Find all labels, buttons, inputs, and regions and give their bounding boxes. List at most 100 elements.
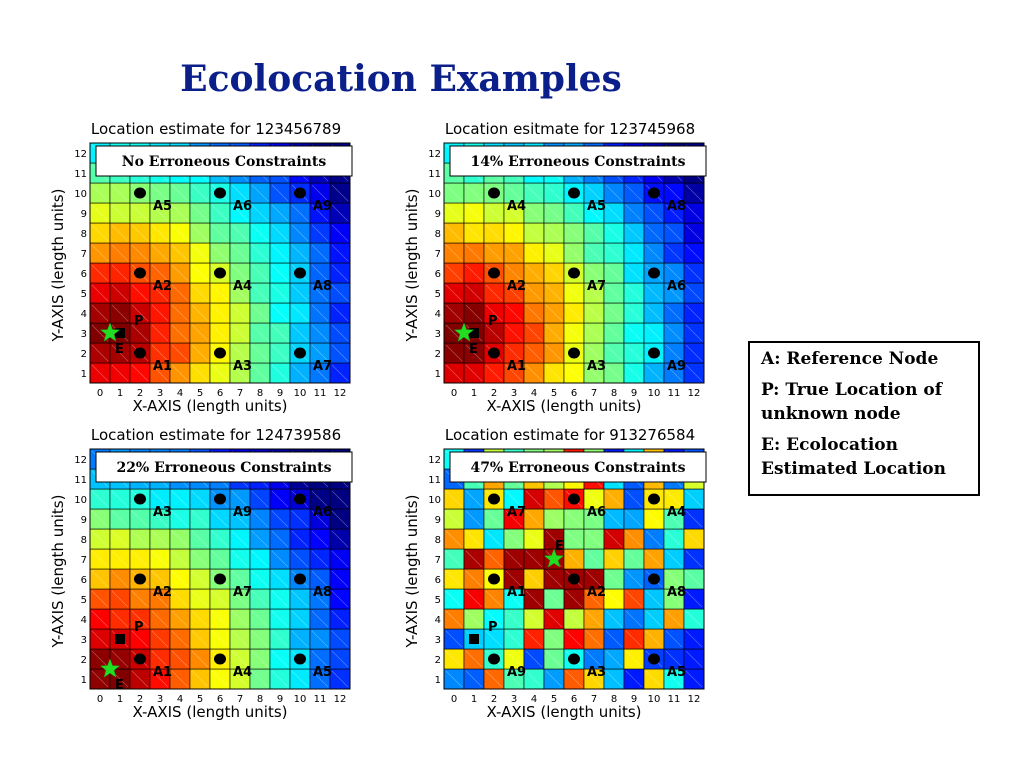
cell-hatch: [251, 630, 269, 648]
cell-hatch: [91, 204, 109, 222]
cell-hatch: [645, 530, 663, 548]
reference-node-label: A2: [153, 585, 172, 600]
true-location-label: P: [488, 620, 498, 635]
cell-hatch: [131, 244, 149, 262]
cell-hatch: [545, 224, 563, 242]
cell-hatch: [231, 570, 249, 588]
y-tick-label: 12: [428, 455, 441, 466]
cell-hatch: [485, 284, 503, 302]
cell-hatch: [131, 550, 149, 568]
cell-hatch: [625, 490, 643, 508]
y-tick-label: 3: [81, 329, 87, 340]
cell-hatch: [685, 364, 703, 382]
cell-hatch: [131, 224, 149, 242]
reference-node-label: A3: [233, 359, 252, 374]
reference-node-marker: [648, 653, 660, 665]
cell-hatch: [445, 490, 463, 508]
cell-hatch: [311, 184, 329, 202]
cell-hatch: [585, 244, 603, 262]
cell-hatch: [545, 650, 563, 668]
cell-hatch: [151, 324, 169, 342]
cell-hatch: [271, 490, 289, 508]
cell-hatch: [445, 590, 463, 608]
cell-hatch: [111, 244, 129, 262]
x-tick-label: 6: [217, 388, 223, 399]
cell-hatch: [485, 670, 503, 688]
cell-hatch: [331, 530, 349, 548]
x-tick-label: 2: [491, 694, 497, 705]
cell-hatch: [211, 284, 229, 302]
cell-hatch: [171, 204, 189, 222]
cell-hatch: [91, 304, 109, 322]
cell-hatch: [271, 610, 289, 628]
cell-hatch: [311, 304, 329, 322]
cell-hatch: [585, 304, 603, 322]
cell-hatch: [291, 610, 309, 628]
cell-hatch: [271, 204, 289, 222]
cell-hatch: [645, 304, 663, 322]
reference-node-label: A3: [153, 505, 172, 520]
cell-hatch: [545, 570, 563, 588]
cell-hatch: [251, 550, 269, 568]
cell-hatch: [585, 590, 603, 608]
y-tick-label: 9: [435, 515, 441, 526]
cell-hatch: [191, 630, 209, 648]
reference-node-label: A9: [667, 359, 686, 374]
cell-hatch: [485, 304, 503, 322]
cell-hatch: [171, 550, 189, 568]
cell-hatch: [211, 630, 229, 648]
cell-hatch: [191, 324, 209, 342]
cell-hatch: [665, 284, 683, 302]
cell-hatch: [605, 344, 623, 362]
cell-hatch: [151, 530, 169, 548]
reference-node-label: A1: [507, 585, 526, 600]
reference-node-label: A2: [587, 585, 606, 600]
true-location-label: P: [488, 314, 498, 329]
cell-hatch: [505, 530, 523, 548]
cell-hatch: [231, 590, 249, 608]
cell-hatch: [231, 550, 249, 568]
cell-hatch: [251, 264, 269, 282]
cell-hatch: [605, 530, 623, 548]
x-tick-label: 10: [294, 388, 307, 399]
cell-hatch: [171, 530, 189, 548]
cell-hatch: [605, 284, 623, 302]
cell-hatch: [91, 530, 109, 548]
reference-node-label: A1: [507, 359, 526, 374]
cell-hatch: [331, 490, 349, 508]
reference-node-marker: [134, 347, 146, 359]
cell-hatch: [665, 204, 683, 222]
cell-hatch: [465, 184, 483, 202]
cell-hatch: [605, 610, 623, 628]
cell-hatch: [465, 344, 483, 362]
cell-hatch: [231, 670, 249, 688]
cell-hatch: [485, 590, 503, 608]
cell-hatch: [625, 670, 643, 688]
cell-hatch: [505, 610, 523, 628]
reference-node-marker: [294, 347, 306, 359]
y-tick-label: 7: [81, 555, 87, 566]
cell-hatch: [625, 344, 643, 362]
cell-hatch: [685, 224, 703, 242]
cell-hatch: [485, 244, 503, 262]
true-location-marker: [115, 634, 125, 644]
cell-hatch: [311, 344, 329, 362]
cell-hatch: [191, 224, 209, 242]
cell-hatch: [331, 510, 349, 528]
y-tick-label: 8: [81, 229, 87, 240]
cell-hatch: [91, 510, 109, 528]
y-tick-label: 8: [435, 229, 441, 240]
cell-hatch: [585, 264, 603, 282]
cell-hatch: [271, 304, 289, 322]
cell-hatch: [485, 510, 503, 528]
cell-hatch: [91, 244, 109, 262]
cell-hatch: [271, 650, 289, 668]
cell-hatch: [171, 224, 189, 242]
cell-hatch: [665, 324, 683, 342]
cell-hatch: [445, 630, 463, 648]
cell-hatch: [545, 630, 563, 648]
reference-node-marker: [488, 347, 500, 359]
cell-hatch: [111, 264, 129, 282]
cell-hatch: [585, 184, 603, 202]
cell-hatch: [585, 570, 603, 588]
